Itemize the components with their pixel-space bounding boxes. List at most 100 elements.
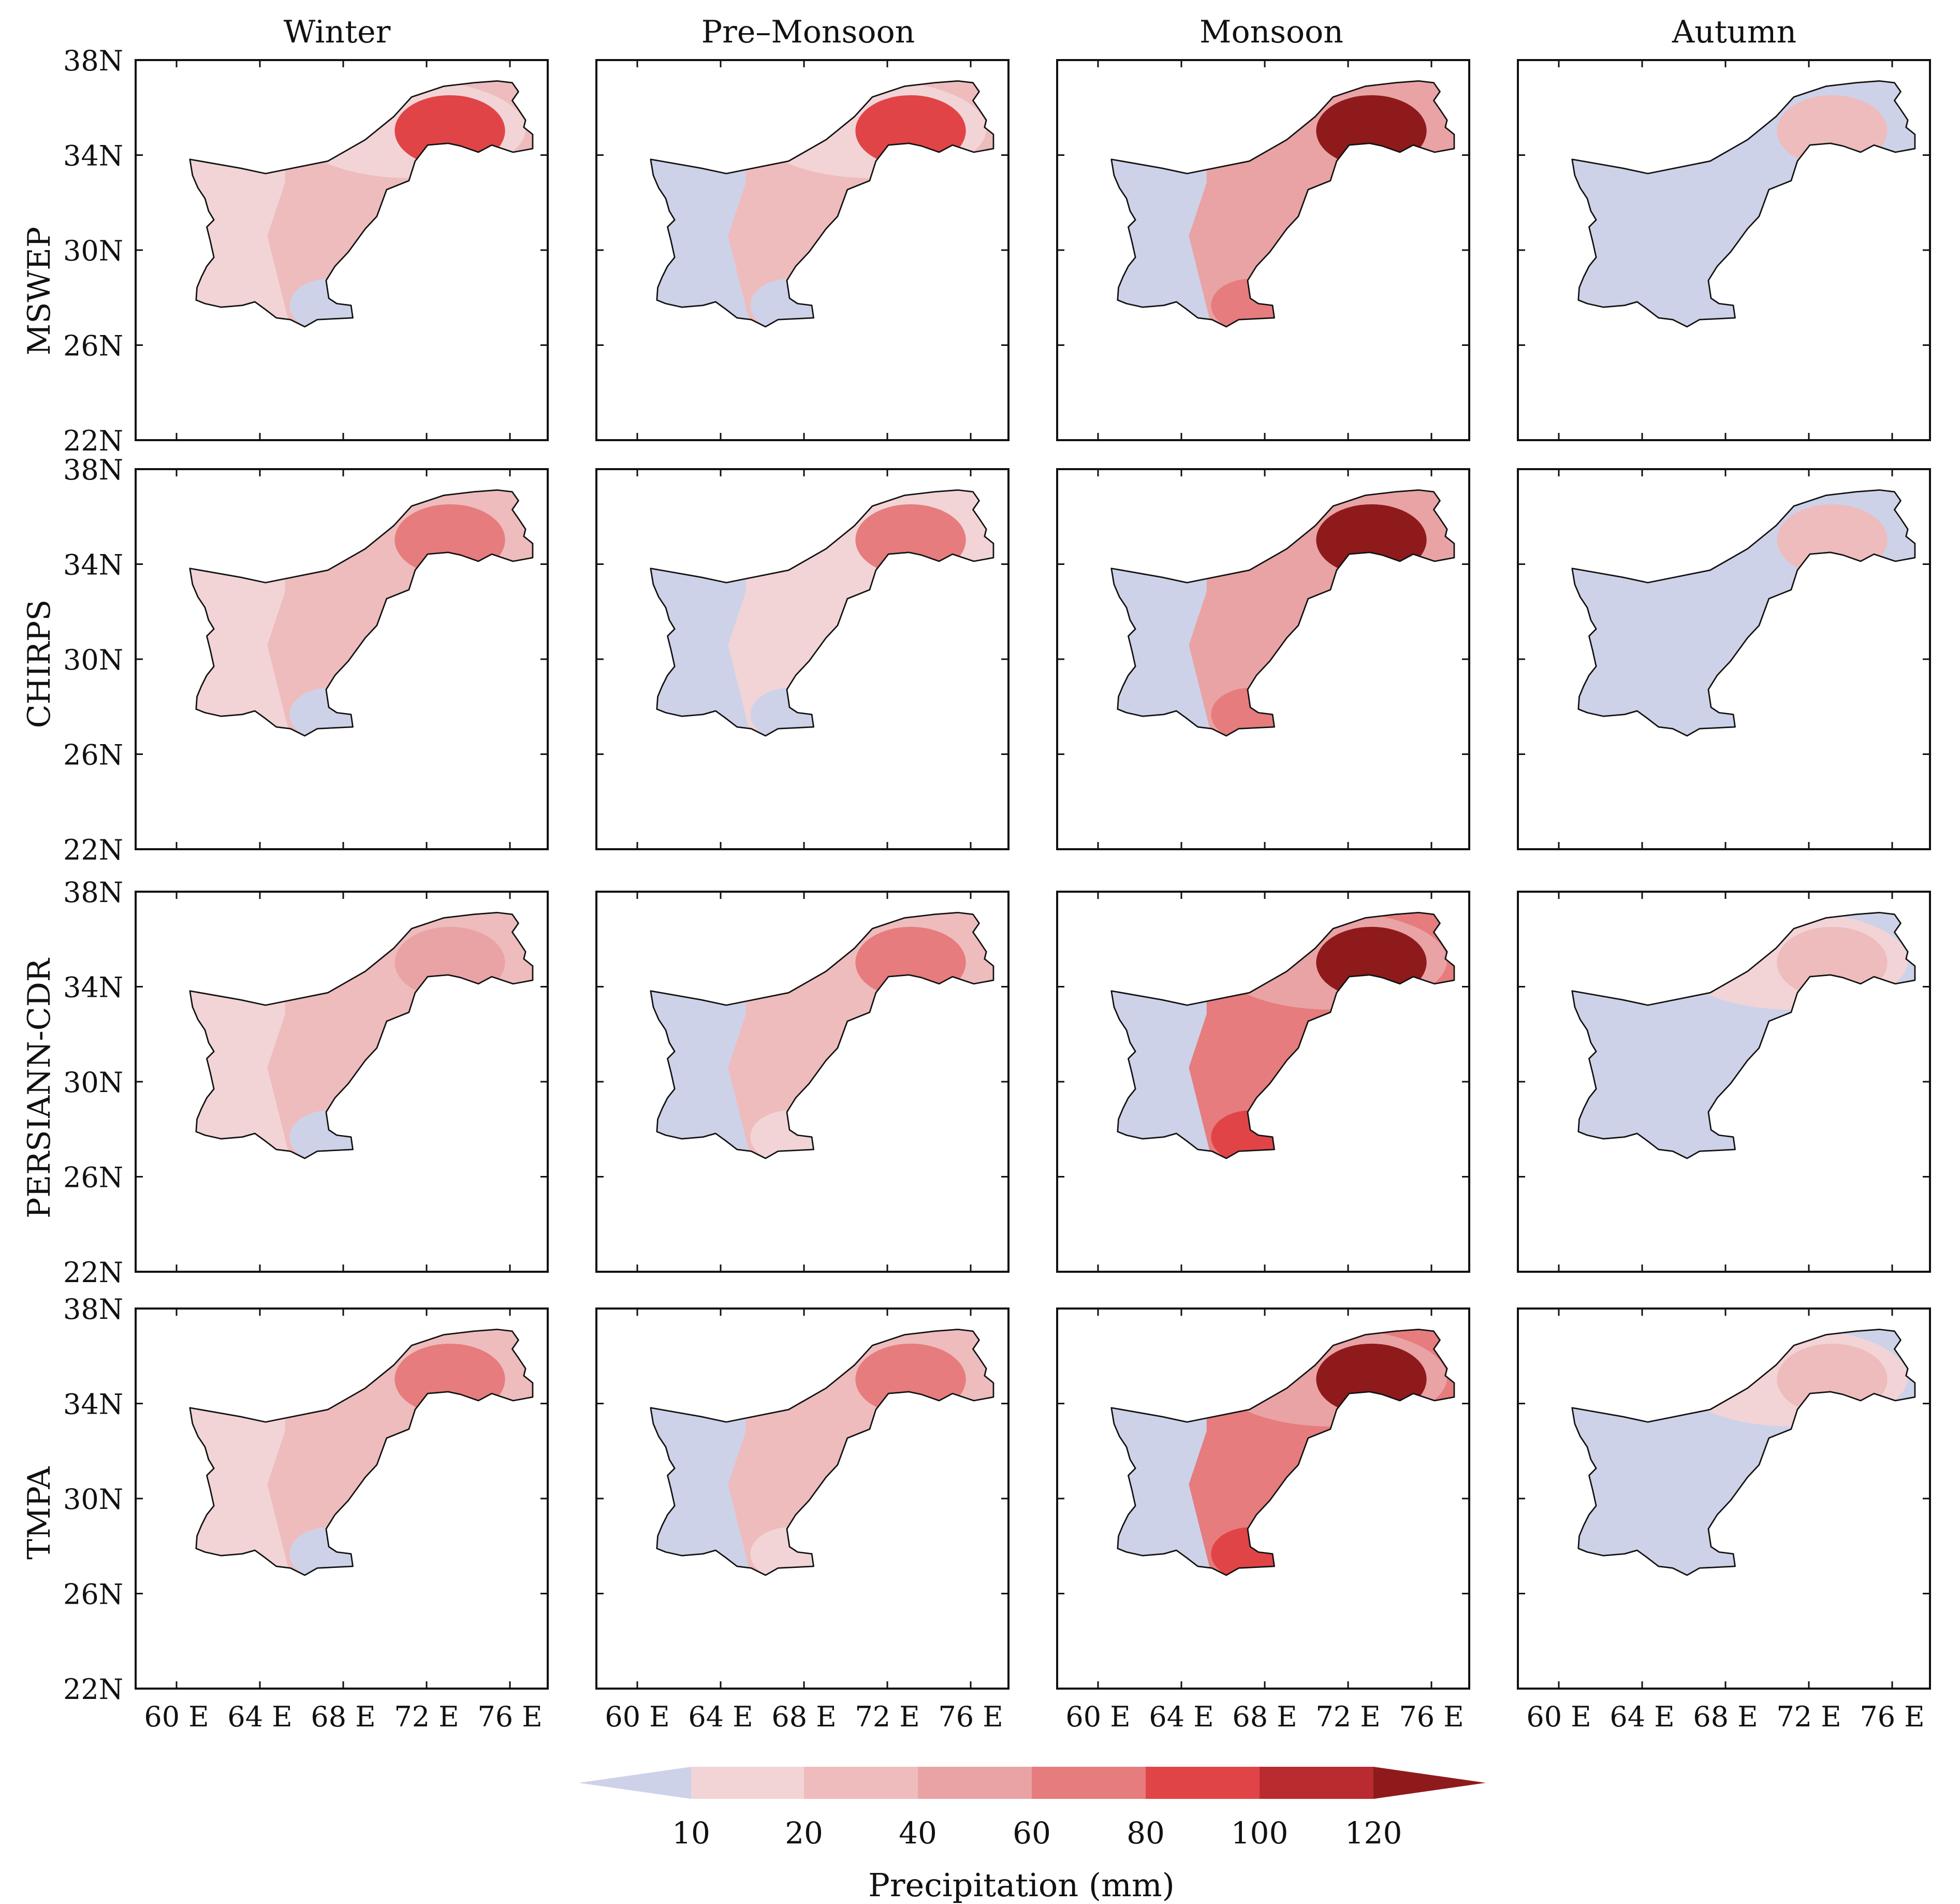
precip-region-northeast [855, 926, 966, 998]
lon-tick-label: 64 E [1149, 1700, 1213, 1733]
precip-region-northeast [855, 504, 966, 576]
map-panel-chirps-autumn [1517, 468, 1931, 850]
map-panel-mswep-autumn [1517, 59, 1931, 441]
precip-region-northeast [855, 1343, 966, 1415]
lon-tick-label: 60 E [1526, 1700, 1591, 1733]
colorbar-segment [804, 1767, 918, 1799]
colorbar-extend-low [579, 1767, 691, 1799]
lon-tick-label: 60 E [1065, 1700, 1130, 1733]
lat-tick-label: 38N [63, 876, 123, 909]
lon-tick-label: 60 E [144, 1700, 209, 1733]
longitude-tick-labels: 60 E 64 E 68 E 72 E 76 E 60 E 64 E 68 E 72 E 76 E… [144, 1700, 1924, 1733]
lat-tick-label: 22N [63, 425, 123, 457]
lon-tick-label: 60 E [605, 1700, 669, 1733]
lon-tick-label: 72 E [855, 1700, 919, 1733]
map-panel-mswep-pre-monsoon [595, 59, 1010, 441]
lat-tick-label: 38N [63, 454, 123, 486]
lon-tick-label: 68 E [771, 1700, 836, 1733]
map-panel-tmpa-winter [135, 1307, 549, 1690]
lon-tick-label: 72 E [1315, 1700, 1380, 1733]
row-label-chirps: CHIRPS [21, 600, 57, 729]
lat-tick-label: 34N [63, 140, 123, 172]
lat-tick-label: 26N [63, 1161, 123, 1194]
lat-tick-label: 30N [63, 1483, 123, 1516]
precip-region-northeast [1777, 926, 1888, 998]
row-label-tmpa: TMPA [21, 1466, 57, 1560]
col-title-winter: Winter [284, 14, 391, 50]
precip-region-northeast [1316, 504, 1427, 576]
precip-region-northeast [394, 504, 505, 576]
lon-tick-label: 64 E [1610, 1700, 1674, 1733]
map-panel-persiann-cdr-autumn [1517, 891, 1931, 1273]
col-title-monsoon: Monsoon [1200, 14, 1343, 50]
map-panel-chirps-pre-monsoon [595, 468, 1010, 850]
map-panel-persiann-cdr-monsoon [1056, 891, 1470, 1273]
colorbar-tick-label: 20 [785, 1815, 823, 1851]
colorbar-segment [1146, 1767, 1260, 1799]
colorbar-tick-label: 60 [1013, 1815, 1051, 1851]
lat-tick-label: 34N [63, 1388, 123, 1421]
precip-region-northeast [1316, 1343, 1427, 1415]
map-panel-persiann-cdr-winter [135, 891, 549, 1273]
colorbar-title: Precipitation (mm) [868, 1866, 1175, 1904]
precip-region-northeast [1316, 926, 1427, 998]
precip-region-northeast [1777, 504, 1888, 576]
lon-tick-label: 68 E [1693, 1700, 1758, 1733]
lon-tick-label: 68 E [311, 1700, 375, 1733]
map-panel-chirps-winter [135, 468, 549, 850]
precip-region-northeast [394, 95, 505, 167]
precip-region-northeast [394, 926, 505, 998]
colorbar-tick-label: 40 [899, 1815, 937, 1851]
lon-tick-label: 76 E [938, 1700, 1003, 1733]
colorbar-tick-label: 120 [1345, 1815, 1402, 1851]
colorbar [579, 1767, 1486, 1799]
lat-tick-label: 38N [63, 1293, 123, 1326]
col-title-autumn: Autumn [1672, 14, 1796, 50]
precip-region-northeast [1316, 95, 1427, 167]
colorbar-segment [691, 1767, 804, 1799]
precip-region-northeast [1777, 95, 1888, 167]
lat-tick-label: 30N [63, 235, 123, 267]
lat-tick-label: 26N [63, 330, 123, 362]
lon-tick-label: 64 E [227, 1700, 292, 1733]
precip-region-northeast [855, 95, 966, 167]
colorbar-segment [1260, 1767, 1373, 1799]
lon-tick-label: 68 E [1232, 1700, 1297, 1733]
map-panel-mswep-winter [135, 59, 549, 441]
precip-region-northeast [1777, 1343, 1888, 1415]
colorbar-tick-label: 10 [672, 1815, 710, 1851]
lat-tick-label: 30N [63, 644, 123, 676]
lat-tick-label: 38N [63, 45, 123, 77]
lat-tick-label: 34N [63, 549, 123, 582]
lat-tick-label: 34N [63, 971, 123, 1004]
lat-tick-label: 26N [63, 1578, 123, 1611]
colorbar-extend-high [1373, 1767, 1486, 1799]
map-panel-grid [135, 59, 1931, 1690]
lat-tick-label: 26N [63, 739, 123, 772]
row-label-persiann-cdr: PERSIANN-CDR [21, 957, 57, 1218]
lon-tick-label: 76 E [477, 1700, 542, 1733]
lon-tick-label: 76 E [1399, 1700, 1464, 1733]
lon-tick-label: 72 E [394, 1700, 459, 1733]
map-panel-tmpa-pre-monsoon [595, 1307, 1010, 1690]
colorbar-tick-label: 100 [1231, 1815, 1289, 1851]
map-panel-chirps-monsoon [1056, 468, 1470, 850]
lon-tick-label: 72 E [1776, 1700, 1841, 1733]
col-title-pre-monsoon: Pre–Monsoon [701, 14, 915, 50]
lat-tick-label: 30N [63, 1066, 123, 1099]
map-panel-tmpa-autumn [1517, 1307, 1931, 1690]
row-label-mswep: MSWEP [21, 227, 57, 355]
map-panel-tmpa-monsoon [1056, 1307, 1470, 1690]
lat-tick-label: 22N [63, 1256, 123, 1289]
colorbar-tick-label: 80 [1127, 1815, 1165, 1851]
latitude-tick-labels: 38N34N30N26N22N38N34N30N26N22N38N34N30N2… [63, 45, 123, 1706]
lon-tick-label: 64 E [688, 1700, 753, 1733]
colorbar-segment [918, 1767, 1032, 1799]
precip-region-northeast [394, 1343, 505, 1415]
lon-tick-label: 76 E [1860, 1700, 1924, 1733]
map-panel-mswep-monsoon [1056, 59, 1470, 441]
lat-tick-label: 22N [63, 834, 123, 866]
map-panel-persiann-cdr-pre-monsoon [595, 891, 1010, 1273]
lat-tick-label: 22N [63, 1673, 123, 1706]
colorbar-segment [1032, 1767, 1146, 1799]
